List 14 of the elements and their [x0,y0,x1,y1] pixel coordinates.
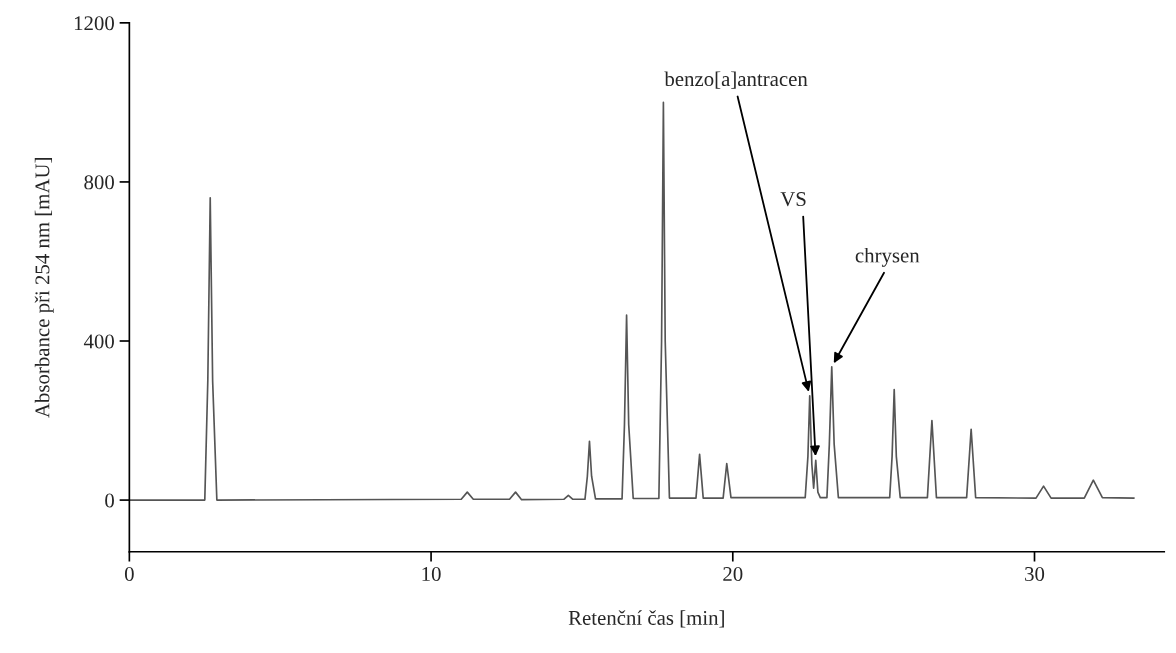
annotation: chrysen [855,247,920,267]
x-tick-label: 20 [723,566,743,582]
y-tick-label: 800 [84,175,114,190]
x-tick-label: 0 [124,566,134,582]
annotation: benzo[a]antracen [664,71,808,89]
y-tick-label: 400 [83,334,114,349]
y-tick-label: 1200 [74,16,114,31]
y-axis-title: Absorbance při 254 nm [mAU] [34,158,54,418]
x-tick-label: 30 [1025,566,1045,582]
y-tick-label: 0 [105,493,114,508]
x-axis-title: Retenční čas [min] [568,610,724,628]
x-tick-label: 10 [422,566,441,582]
line-series [129,101,1135,501]
annotation: VS [780,192,806,207]
